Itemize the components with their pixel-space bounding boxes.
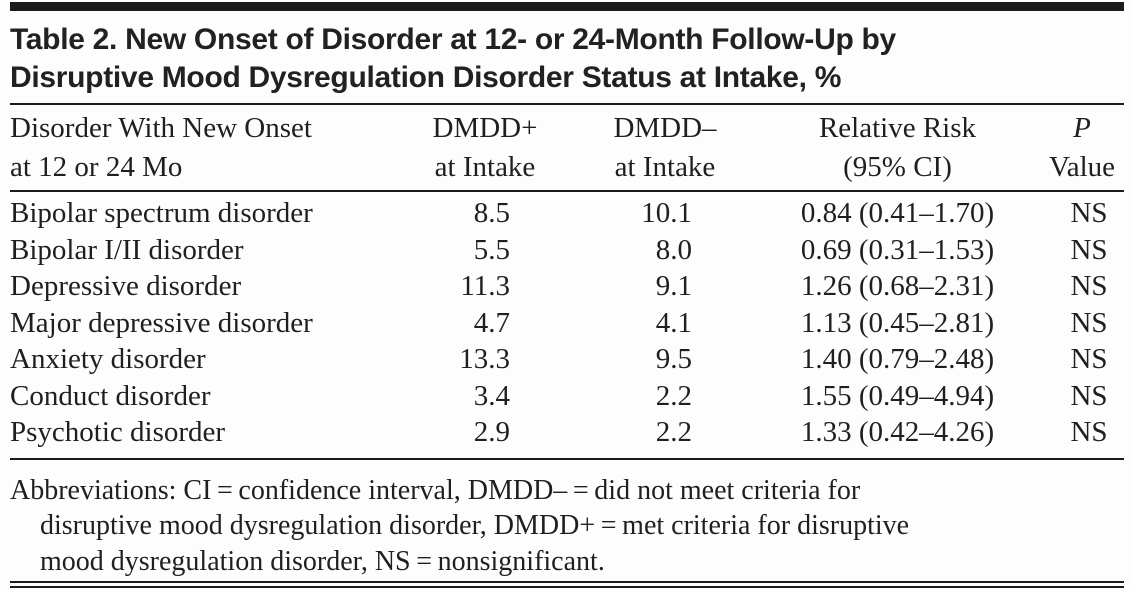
bottom-double-rule (10, 581, 1124, 588)
table-title: Table 2. New Onset of Disorder at 12- or… (10, 21, 1124, 97)
table-row: Bipolar spectrum disorder 8.5 10.1 0.84 … (10, 191, 1124, 232)
col-header-dmdd-plus-line1: DMDD+ (432, 112, 538, 144)
data-table: Disorder With New Onset at 12 or 24 Mo D… (10, 103, 1124, 460)
cell-dmdd-plus: 13.3 (459, 343, 510, 375)
table-row: Bipolar I/II disorder 5.5 8.0 0.69 (0.31… (10, 232, 1124, 269)
cell-p-value: NS (1070, 233, 1108, 266)
cell-p-value: NS (1070, 416, 1108, 448)
col-header-dmdd-minus-line1: DMDD– (613, 112, 717, 144)
cell-dmdd-minus: 9.5 (655, 343, 692, 375)
col-header-relative-risk-line2: (95% CI) (843, 151, 952, 183)
table-row: Depressive disorder 11.3 9.1 1.26 (0.68–… (10, 268, 1124, 305)
footnote-line3: mood dysregulation disorder, NS = nonsig… (40, 545, 605, 577)
cell-relative-risk: 1.33 (0.42–4.26) (800, 416, 995, 448)
cell-dmdd-minus: 10.1 (641, 197, 692, 229)
cell-p-value: NS (1070, 343, 1108, 375)
cell-relative-risk: 0.69 (0.31–1.53) (800, 233, 995, 266)
cell-relative-risk: 1.26 (0.68–2.31) (800, 270, 995, 302)
cell-disorder: Psychotic disorder (10, 416, 226, 448)
cell-dmdd-plus: 4.7 (473, 306, 510, 339)
cell-p-value: NS (1070, 306, 1108, 339)
cell-relative-risk: 1.55 (0.49–4.94) (800, 379, 995, 412)
cell-dmdd-minus: 2.2 (655, 416, 692, 448)
cell-dmdd-plus: 3.4 (473, 379, 510, 412)
col-header-disorder-line1: Disorder With New Onset (10, 112, 312, 144)
cell-dmdd-plus: 5.5 (473, 233, 510, 266)
table-title-line2: Disruptive Mood Dysregulation Disorder S… (10, 61, 842, 94)
col-header-p-value-line2: Value (1048, 151, 1116, 183)
col-header-disorder: Disorder With New Onset at 12 or 24 Mo (10, 104, 395, 191)
cell-dmdd-minus: 8.0 (655, 233, 692, 266)
col-header-p-value: P Value (1040, 104, 1124, 191)
header-row: Disorder With New Onset at 12 or 24 Mo D… (10, 104, 1124, 191)
cell-disorder: Depressive disorder (10, 270, 242, 302)
cell-dmdd-plus: 2.9 (473, 416, 510, 448)
cell-dmdd-minus: 9.1 (655, 270, 692, 302)
cell-disorder: Bipolar spectrum disorder (10, 197, 313, 229)
cell-disorder: Major depressive disorder (10, 306, 313, 339)
footnote-line2: disruptive mood dysregulation disorder, … (40, 510, 910, 541)
table-row: Conduct disorder 3.4 2.2 1.55 (0.49–4.94… (10, 378, 1124, 415)
col-header-dmdd-minus-line2: at Intake (614, 151, 716, 183)
cell-disorder: Bipolar I/II disorder (10, 233, 244, 266)
table-row: Anxiety disorder 13.3 9.5 1.40 (0.79–2.4… (10, 341, 1124, 378)
cell-dmdd-plus: 11.3 (460, 270, 510, 302)
cell-relative-risk: 0.84 (0.41–1.70) (800, 197, 995, 229)
cell-dmdd-minus: 2.2 (655, 379, 692, 412)
cell-p-value: NS (1070, 270, 1108, 302)
col-header-dmdd-plus-line2: at Intake (434, 151, 536, 183)
col-header-p-value-line1: P (1073, 112, 1091, 144)
col-header-disorder-line2: at 12 or 24 Mo (10, 151, 183, 183)
cell-dmdd-plus: 8.5 (473, 197, 510, 229)
table-body: Bipolar spectrum disorder 8.5 10.1 0.84 … (10, 191, 1124, 459)
cell-dmdd-minus: 4.1 (655, 306, 692, 339)
col-header-relative-risk: Relative Risk (95% CI) (755, 104, 1040, 191)
col-header-relative-risk-line1: Relative Risk (818, 112, 977, 144)
cell-p-value: NS (1070, 197, 1108, 229)
footnote-line1: Abbreviations: CI = confidence interval,… (10, 474, 861, 506)
top-rule (10, 2, 1124, 11)
cell-p-value: NS (1070, 379, 1108, 412)
cell-relative-risk: 1.13 (0.45–2.81) (800, 306, 995, 339)
table-row: Major depressive disorder 4.7 4.1 1.13 (… (10, 305, 1124, 342)
cell-relative-risk: 1.40 (0.79–2.48) (800, 343, 995, 375)
cell-disorder: Anxiety disorder (10, 343, 206, 375)
table-header: Disorder With New Onset at 12 or 24 Mo D… (10, 104, 1124, 191)
col-header-dmdd-minus: DMDD– at Intake (575, 104, 755, 191)
col-header-dmdd-plus: DMDD+ at Intake (395, 104, 575, 191)
table-row: Psychotic disorder 2.9 2.2 1.33 (0.42–4.… (10, 414, 1124, 459)
cell-disorder: Conduct disorder (10, 379, 211, 412)
table-title-line1: Table 2. New Onset of Disorder at 12- or… (10, 23, 896, 56)
abbreviations-footnote: Abbreviations: CI = confidence interval,… (10, 473, 1124, 580)
